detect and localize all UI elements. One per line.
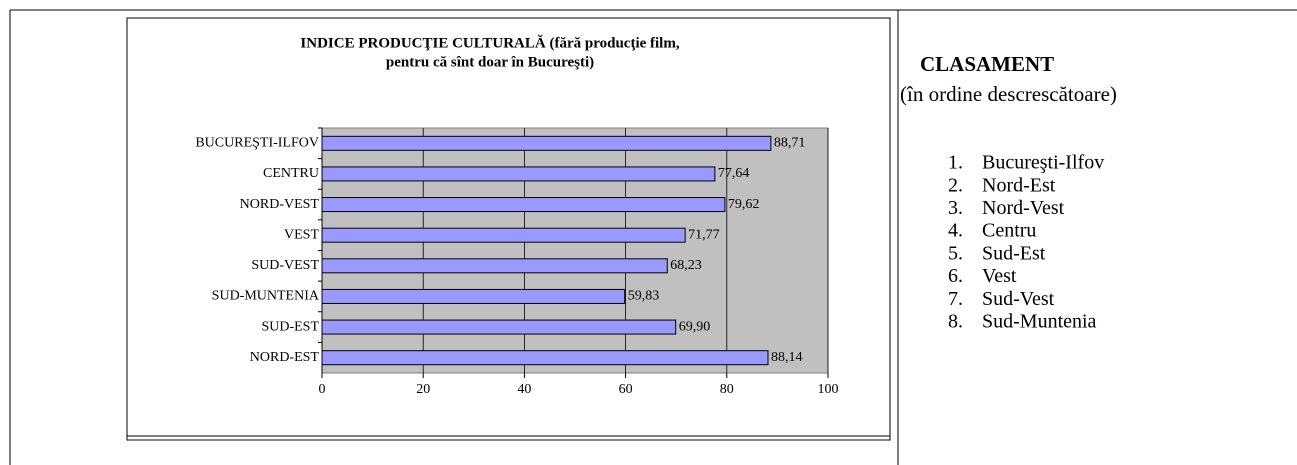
list-number: 8. <box>948 310 963 332</box>
y-tick-label: VEST <box>284 227 319 242</box>
list-item: Nord-Vest <box>982 197 1065 219</box>
list-number: 1. <box>948 152 963 174</box>
list-item: Sud-Vest <box>982 288 1055 310</box>
y-tick-label: NORD-EST <box>250 350 320 365</box>
list-number: 3. <box>948 197 963 219</box>
x-tick-label: 100 <box>818 382 839 397</box>
list-number: 2. <box>948 174 963 196</box>
list-item: Centru <box>982 220 1036 242</box>
bar <box>321 135 772 151</box>
x-tick-label: 20 <box>416 382 430 397</box>
ranking-subheading: (în ordine descrescătoare) <box>900 82 1117 106</box>
x-tick-label: 80 <box>720 382 734 397</box>
y-tick-label: NORD-VEST <box>240 197 320 212</box>
chart-title: pentru că sînt doar în Bucureşti) <box>386 54 594 70</box>
list-item: Vest <box>982 265 1017 287</box>
data-label: 71,77 <box>688 227 720 242</box>
list-item: Bucureşti-Ilfov <box>982 152 1104 174</box>
bar <box>321 350 769 366</box>
x-tick-label: 40 <box>517 382 531 397</box>
ranking-heading: CLASAMENT <box>920 52 1054 76</box>
data-label: 69,90 <box>679 319 711 334</box>
bar <box>321 166 716 182</box>
data-label: 77,64 <box>718 166 750 181</box>
y-tick-label: SUD-VEST <box>251 258 319 273</box>
list-item: Sud-Est <box>982 242 1046 264</box>
list-item: Nord-Est <box>982 174 1056 196</box>
bar <box>321 319 677 335</box>
bar <box>321 197 726 213</box>
data-label: 79,62 <box>728 197 760 212</box>
bar <box>321 227 686 243</box>
plot-area <box>321 127 829 374</box>
x-tick-label: 60 <box>619 382 633 397</box>
list-number: 5. <box>948 242 963 264</box>
bar <box>321 258 668 274</box>
y-tick-label: BUCUREŞTI-ILFOV <box>195 136 319 151</box>
data-label: 68,23 <box>670 258 702 273</box>
y-tick-label: SUD-MUNTENIA <box>212 289 320 304</box>
data-label: 88,14 <box>771 350 803 365</box>
y-tick-label: CENTRU <box>263 166 319 181</box>
data-label: 88,71 <box>774 136 806 151</box>
data-label: 59,83 <box>628 289 660 304</box>
x-tick-label: 0 <box>319 382 326 397</box>
list-number: 7. <box>948 288 963 310</box>
list-number: 6. <box>948 265 963 287</box>
y-tick-label: SUD-EST <box>261 319 319 334</box>
list-number: 4. <box>948 220 963 242</box>
chart-title: INDICE PRODUCŢIE CULTURALĂ (fără producţ… <box>300 34 679 51</box>
bar <box>321 288 626 304</box>
list-item: Sud-Muntenia <box>982 310 1097 332</box>
